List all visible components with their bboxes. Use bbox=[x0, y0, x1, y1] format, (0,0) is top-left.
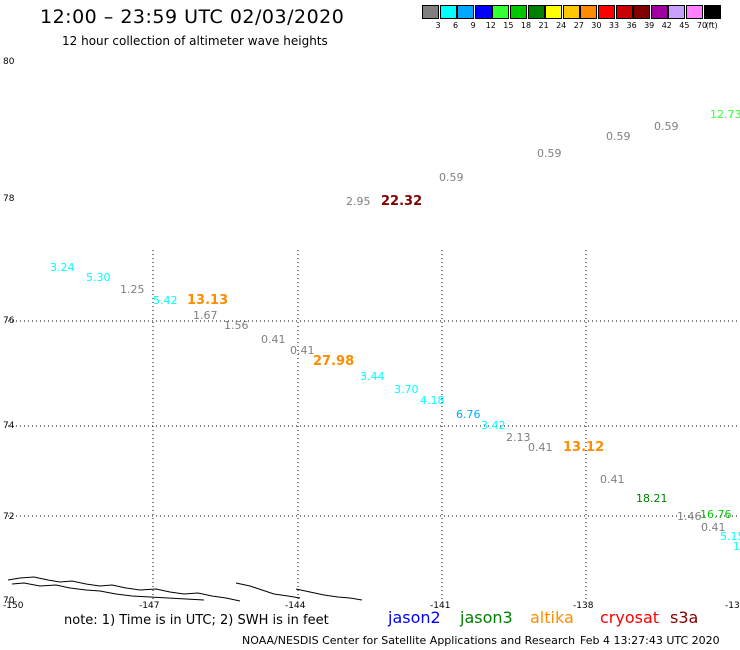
wave-height-value: 5.15 bbox=[720, 530, 740, 543]
lat-label: 76 bbox=[3, 316, 15, 326]
colorbar-label: 21 bbox=[538, 21, 549, 30]
colorbar-swatch bbox=[650, 5, 668, 19]
wave-height-value: 5.42 bbox=[153, 294, 178, 307]
wave-height-value: 5.30 bbox=[86, 271, 111, 284]
colorbar-swatch bbox=[527, 5, 545, 19]
lat-label: 70 bbox=[3, 596, 15, 606]
lon-label: -150 bbox=[3, 601, 24, 611]
wave-height-value: 0.59 bbox=[439, 171, 464, 184]
wave-height-value: 1: bbox=[733, 540, 740, 553]
satellite-legend-jason2: jason2 bbox=[388, 608, 441, 627]
colorbar-swatch bbox=[439, 5, 457, 19]
colorbar-label: 27 bbox=[573, 21, 584, 30]
wave-height-value: 0.59 bbox=[537, 147, 562, 160]
colorbar-label: 24 bbox=[556, 21, 567, 30]
lat-label: 80 bbox=[3, 57, 15, 67]
lon-label: -138 bbox=[573, 601, 594, 611]
satellite-legend-cryosat: cryosat bbox=[600, 608, 660, 627]
colorbar-label: 36 bbox=[626, 21, 637, 30]
colorbar-label: 70 bbox=[696, 21, 708, 30]
wave-height-value: 3.42 bbox=[481, 419, 506, 432]
lon-label: -147 bbox=[139, 601, 160, 611]
satellite-legend-jason3: jason3 bbox=[460, 608, 513, 627]
wave-height-value: 1.25 bbox=[120, 283, 145, 296]
lat-label: 78 bbox=[3, 194, 15, 204]
colorbar-swatch bbox=[545, 5, 563, 19]
colorbar-swatch bbox=[668, 5, 686, 19]
wave-height-value: 3.70 bbox=[394, 383, 419, 396]
colorbar-swatch bbox=[492, 5, 510, 19]
wave-height-value: 16.76 bbox=[700, 508, 732, 521]
colorbar-label: 18 bbox=[520, 21, 532, 30]
colorbar-swatch bbox=[703, 5, 721, 19]
colorbar-label: 45 bbox=[679, 21, 690, 30]
colorbar-label: 15 bbox=[503, 21, 514, 30]
alaska-coastline bbox=[7, 576, 363, 602]
colorbar-label: 33 bbox=[608, 21, 620, 30]
wave-height-value: 2.95 bbox=[346, 195, 371, 208]
wave-height-value: 22.32 bbox=[381, 194, 423, 209]
wave-height-value: 1.56 bbox=[224, 319, 249, 332]
wave-height-value: 13.12 bbox=[563, 440, 605, 455]
colorbar-label: 12 bbox=[485, 21, 496, 30]
colorbar-swatch bbox=[422, 5, 439, 19]
wave-height-value: 18.21 bbox=[636, 492, 668, 505]
units-note: note: 1) Time is in UTC; 2) SWH is in fe… bbox=[64, 613, 329, 628]
colorbar-label: 6 bbox=[453, 21, 459, 30]
colorbar-swatch bbox=[580, 5, 598, 19]
lon-label: -144 bbox=[285, 601, 306, 611]
colorbar-swatch bbox=[615, 5, 633, 19]
colorbar-label: 30 bbox=[591, 21, 602, 30]
wave-height-value: 12.73 bbox=[710, 108, 740, 121]
map-subtitle: 12 hour collection of altimeter wave hei… bbox=[62, 34, 328, 48]
wave-height-value: 3.24 bbox=[50, 261, 75, 274]
wave-height-value: 1.67 bbox=[193, 309, 218, 322]
wave-height-value: 0.41 bbox=[261, 333, 286, 346]
lat-label: 72 bbox=[3, 512, 15, 522]
colorbar-swatch bbox=[474, 5, 492, 19]
wave-height-value: 13.13 bbox=[187, 293, 229, 308]
wave-height-value: 2.13 bbox=[506, 431, 531, 444]
colorbar-swatch bbox=[686, 5, 703, 19]
colorbar-swatch bbox=[562, 5, 580, 19]
lon-label: -13 bbox=[725, 601, 740, 611]
colorbar-label: 9 bbox=[470, 21, 476, 30]
wave-height-value: 0.41 bbox=[701, 521, 726, 534]
wave-height-value: 0.59 bbox=[654, 120, 679, 133]
lon-label: -141 bbox=[430, 601, 451, 611]
colorbar-swatch bbox=[457, 5, 475, 19]
colorbar-label: 42 bbox=[661, 21, 672, 30]
wave-height-value: 1.46 bbox=[677, 510, 702, 523]
wave-height-value: 4.18 bbox=[420, 394, 445, 407]
lat-label: 74 bbox=[3, 421, 15, 431]
colorbar-swatch bbox=[633, 5, 651, 19]
lat-lon-grid bbox=[8, 250, 740, 600]
colorbar-label: (ft) bbox=[705, 21, 718, 30]
colorbar-swatch bbox=[598, 5, 615, 19]
satellite-legend-altika: altika bbox=[530, 608, 574, 627]
wave-height-value: 0.59 bbox=[606, 130, 631, 143]
wave-height-value: 0.41 bbox=[528, 441, 553, 454]
wave-height-value: 3.44 bbox=[360, 370, 385, 383]
colorbar-label: 3 bbox=[435, 21, 441, 30]
map-title: 12:00 – 23:59 UTC 02/03/2020 bbox=[40, 6, 345, 28]
wave-height-value: 0.41 bbox=[600, 473, 625, 486]
satellite-legend-s3a: s3a bbox=[670, 608, 699, 627]
wave-height-value: 6.76 bbox=[456, 408, 481, 421]
colorbar-swatch bbox=[510, 5, 527, 19]
wave-height-value: 0.41 bbox=[290, 344, 315, 357]
footer-timestamp: Feb 4 13:27:43 UTC 2020 bbox=[580, 634, 720, 647]
colorbar-label: 39 bbox=[644, 21, 655, 30]
footer-credit: NOAA/NESDIS Center for Satellite Applica… bbox=[242, 634, 576, 647]
wave-height-value: 27.98 bbox=[313, 354, 355, 369]
